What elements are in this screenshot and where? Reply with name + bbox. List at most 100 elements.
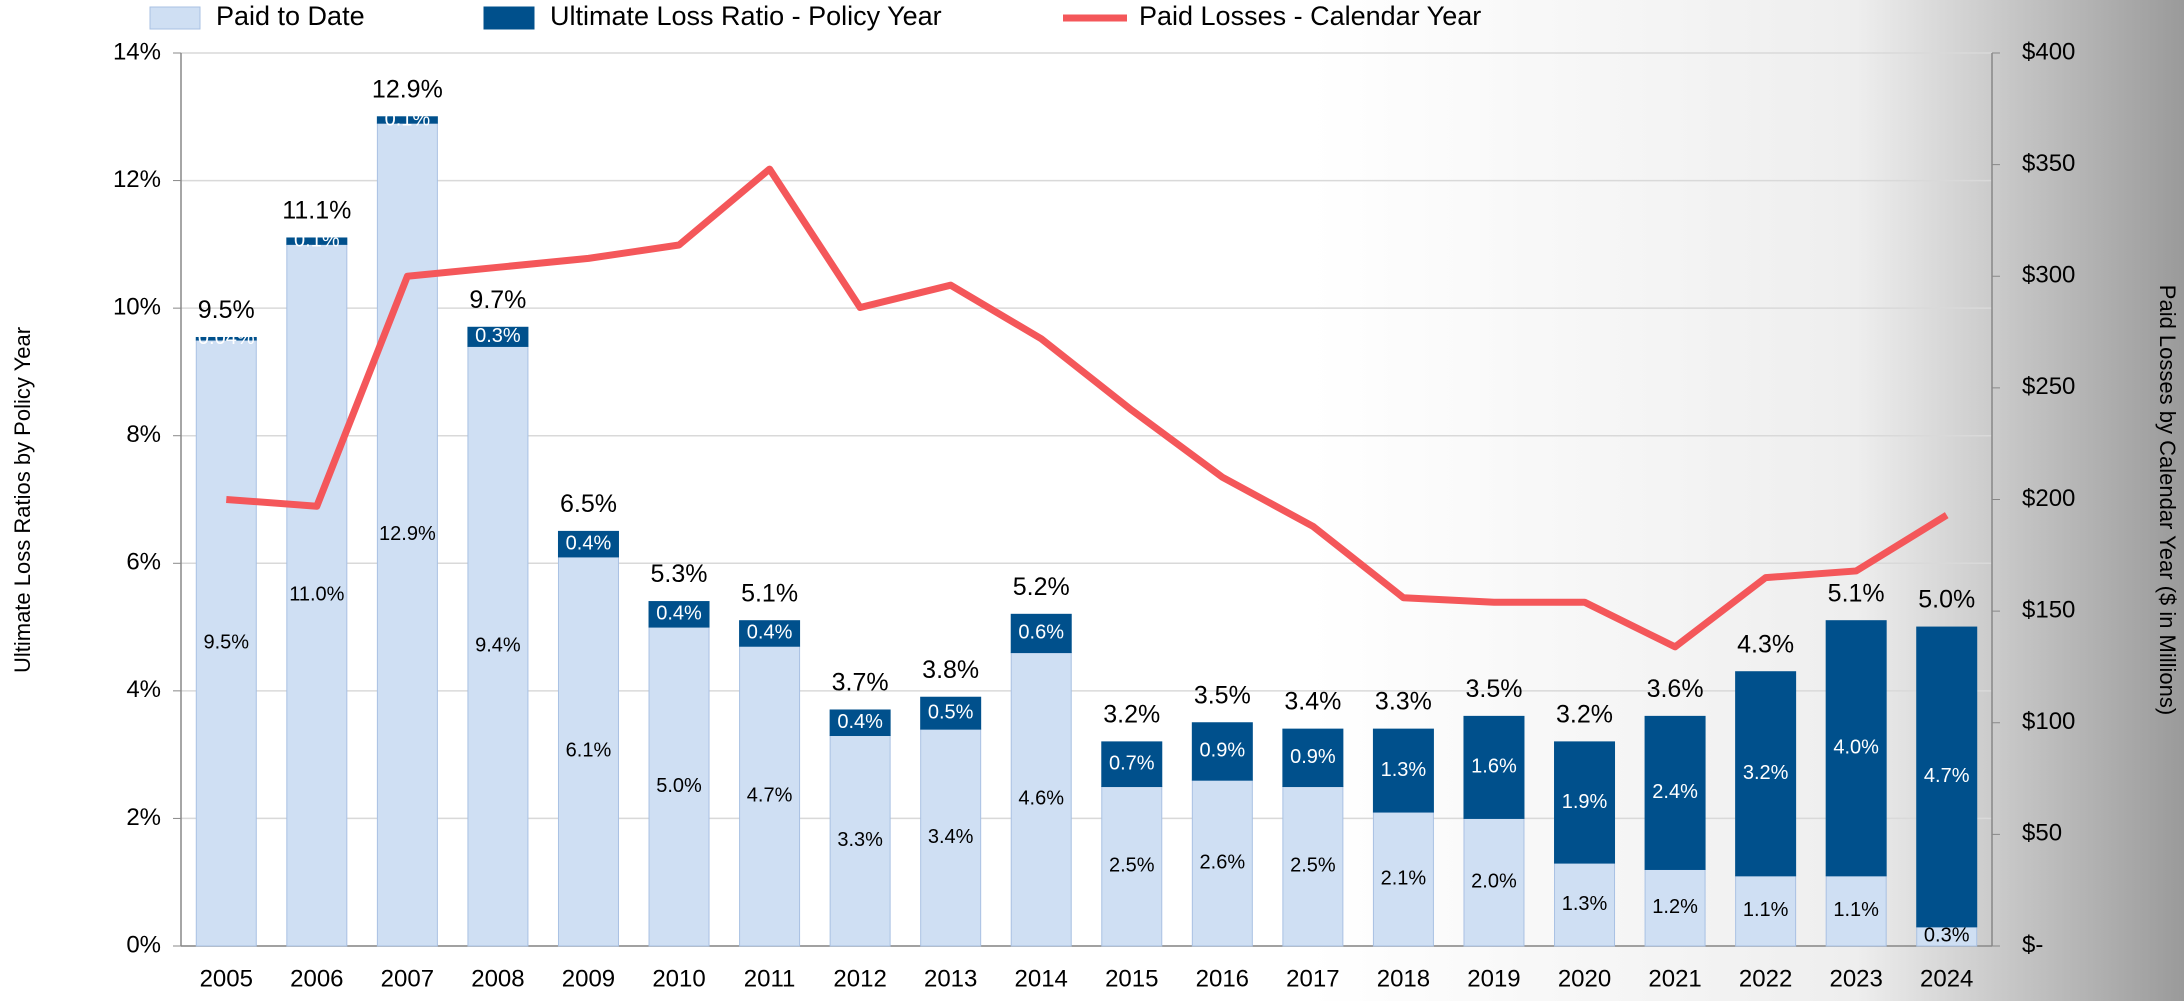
bar-segment [1191, 779, 1253, 947]
total-label: 3.7% [832, 669, 889, 697]
bar-segment [467, 326, 529, 347]
data-label: 0.3% [1924, 925, 1970, 947]
total-label: 3.4% [1284, 688, 1341, 716]
total-label: 3.2% [1103, 700, 1160, 728]
data-label: 0.1% [294, 229, 340, 251]
total-label: 3.5% [1465, 675, 1522, 703]
y-tick-label: 4% [126, 676, 161, 703]
data-label: 0.6% [1018, 622, 1064, 644]
y2-tick-label: $50 [2022, 820, 2062, 847]
bar-segment [557, 530, 619, 558]
total-label: 5.1% [741, 579, 798, 607]
bar-segment [648, 626, 710, 947]
bar-segment [1282, 728, 1344, 788]
x-tick-label: 2021 [1648, 965, 1701, 992]
x-tick-label: 2016 [1196, 965, 1249, 992]
bar-segment [1191, 722, 1253, 781]
data-label: 2.6% [1200, 851, 1246, 873]
data-label: 1.2% [1652, 896, 1698, 918]
x-tick-label: 2019 [1467, 965, 1520, 992]
total-label: 3.5% [1194, 681, 1251, 709]
bar-segment [1554, 862, 1616, 947]
bar-segment [920, 696, 982, 730]
data-label: 2.0% [1471, 870, 1517, 892]
x-tick-label: 2023 [1829, 965, 1882, 992]
data-label: 11.0% [289, 583, 344, 605]
data-label: 0.4% [837, 711, 883, 733]
y-tick-label: 0% [126, 931, 161, 958]
bar-segment [376, 116, 438, 124]
bar-segment [1463, 817, 1525, 947]
data-label: 4.6% [1018, 788, 1064, 810]
bar-segment [1735, 671, 1797, 877]
legend-label: Paid Losses - Calendar Year [1139, 1, 1481, 31]
bar-segment [1101, 741, 1163, 788]
bar-segment [1735, 875, 1797, 947]
data-label: 1.6% [1471, 756, 1517, 778]
legend-swatch [149, 6, 201, 30]
data-label: 9.5% [203, 631, 249, 653]
bar-segment [829, 735, 891, 947]
y2-tick-label: $250 [2022, 373, 2075, 400]
y-tick-label: 10% [113, 293, 161, 320]
data-label: 0.9% [1290, 746, 1336, 768]
x-tick-label: 2007 [381, 965, 434, 992]
data-label: 5.0% [656, 775, 702, 797]
x-tick-label: 2009 [562, 965, 615, 992]
total-label: 3.2% [1556, 700, 1613, 728]
bar-segment [286, 237, 348, 245]
data-label: 1.1% [1743, 899, 1789, 921]
data-label: 9.4% [475, 634, 521, 656]
data-label: 3.2% [1743, 762, 1789, 784]
total-label: 3.6% [1647, 675, 1704, 703]
data-label: 3.3% [837, 829, 883, 851]
x-tick-label: 2011 [744, 965, 796, 992]
bar-segment [648, 601, 710, 628]
x-tick-label: 2008 [471, 965, 524, 992]
data-label: 0.4% [656, 603, 702, 625]
x-tick-label: 2014 [1015, 965, 1068, 992]
y2-tick-label: $150 [2022, 596, 2075, 623]
y-tick-label: 14% [113, 38, 161, 65]
data-label: 1.1% [1833, 899, 1879, 921]
bar-segment [1825, 620, 1887, 877]
y2-tick-label: $- [2022, 931, 2043, 958]
legend-label: Ultimate Loss Ratio - Policy Year [550, 1, 942, 31]
total-label: 5.1% [1828, 579, 1885, 607]
data-label: 0.1% [385, 108, 431, 130]
data-label: 4.7% [1924, 765, 1970, 787]
x-tick-label: 2020 [1558, 965, 1611, 992]
bar-segment [1372, 728, 1434, 813]
total-label: 6.5% [560, 490, 617, 518]
bar-segment [1372, 811, 1434, 947]
data-label: 0.4% [566, 532, 612, 554]
x-tick-label: 2005 [200, 965, 253, 992]
data-label: 3.4% [928, 826, 974, 848]
y-tick-label: 6% [126, 549, 161, 576]
bar-segment [195, 336, 257, 341]
y-tick-label: 12% [113, 166, 161, 193]
bar-segment [1010, 613, 1072, 654]
bar-segment [1644, 715, 1706, 870]
bar-segment [195, 339, 257, 947]
x-tick-label: 2010 [652, 965, 705, 992]
y2-tick-label: $350 [2022, 150, 2075, 177]
data-label: 4.0% [1833, 737, 1879, 759]
y2-tick-label: $400 [2022, 38, 2075, 65]
data-label: 0.4% [747, 622, 793, 644]
legend-label: Paid to Date [216, 1, 365, 31]
total-label: 3.3% [1375, 688, 1432, 716]
data-label: 0.9% [1200, 740, 1246, 762]
x-tick-label: 2012 [833, 965, 886, 992]
bar-segment [1101, 786, 1163, 947]
data-label: 6.1% [566, 740, 612, 762]
bar-segment [739, 645, 801, 947]
y2-tick-label: $300 [2022, 262, 2075, 289]
x-tick-label: 2018 [1377, 965, 1430, 992]
total-label: 5.0% [1918, 586, 1975, 614]
data-label: 12.9% [379, 523, 436, 545]
data-label: 0.5% [928, 701, 974, 723]
total-label: 9.7% [469, 286, 526, 314]
